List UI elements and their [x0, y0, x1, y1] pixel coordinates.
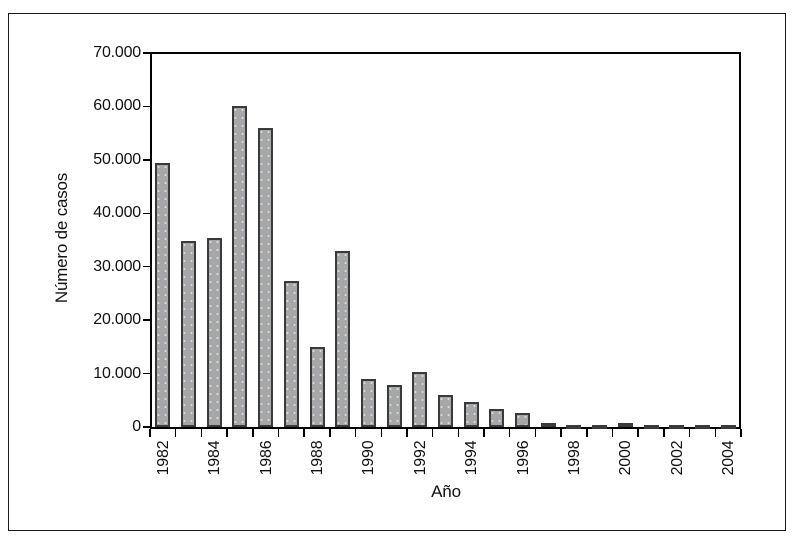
- x-tick-label: 1996: [514, 440, 532, 476]
- bar: [463, 401, 479, 427]
- bar: [335, 250, 351, 427]
- bar: [617, 423, 633, 428]
- x-tick: [611, 429, 614, 437]
- bar: [412, 371, 428, 427]
- x-tick-label: 1988: [309, 440, 327, 476]
- x-tick: [586, 429, 588, 437]
- y-tick-label: 60.000: [93, 97, 141, 115]
- x-tick-label: 1992: [411, 440, 429, 476]
- x-tick: [457, 429, 460, 437]
- x-tick: [329, 429, 331, 437]
- bar: [155, 162, 171, 427]
- x-tick-label: 1998: [565, 440, 583, 476]
- y-tick: [143, 319, 150, 321]
- figure-border: [8, 13, 786, 531]
- y-tick-label: 0: [132, 418, 141, 435]
- x-tick-label: 1984: [206, 440, 224, 476]
- x-tick: [406, 429, 408, 437]
- bar: [643, 424, 659, 429]
- x-tick: [534, 429, 537, 437]
- bar: [386, 384, 402, 427]
- bar: [360, 379, 376, 427]
- bar: [181, 241, 197, 427]
- x-tick: [252, 429, 254, 437]
- y-tick: [143, 426, 150, 428]
- x-tick: [354, 429, 357, 437]
- plot-frame: [150, 52, 741, 429]
- x-axis-title: Año: [431, 482, 461, 501]
- x-tick: [714, 429, 717, 437]
- y-tick-label: 40.000: [93, 204, 141, 222]
- x-tick-label: 1994: [463, 440, 481, 476]
- x-tick: [226, 429, 228, 437]
- x-tick: [303, 429, 305, 437]
- y-tick-label: 10.000: [93, 364, 141, 382]
- x-tick: [174, 429, 177, 437]
- bar: [720, 424, 736, 429]
- y-tick: [143, 212, 150, 215]
- x-tick: [560, 429, 562, 437]
- bar: [592, 424, 608, 429]
- x-tick-label: 2002: [668, 440, 686, 476]
- bar: [566, 424, 582, 429]
- x-tick: [740, 429, 742, 437]
- x-tick: [149, 429, 151, 437]
- bar: [283, 281, 299, 427]
- bar: [694, 424, 710, 429]
- y-axis-title: Número de casos: [52, 172, 71, 304]
- x-tick-label: 1990: [360, 440, 378, 476]
- x-tick-label: 1986: [257, 440, 275, 476]
- x-tick: [483, 429, 485, 437]
- bar: [206, 238, 222, 427]
- x-tick-label: 2004: [720, 440, 738, 476]
- y-tick: [143, 52, 150, 54]
- x-tick: [200, 429, 203, 437]
- x-tick-label: 1982: [154, 440, 172, 476]
- bar: [540, 423, 556, 428]
- bar: [515, 412, 531, 427]
- x-tick-label: 2000: [617, 440, 635, 476]
- y-tick: [143, 372, 150, 375]
- bar: [232, 106, 248, 427]
- x-tick: [380, 429, 382, 437]
- x-tick: [688, 429, 691, 437]
- y-tick-label: 30.000: [93, 257, 141, 275]
- x-tick: [637, 429, 639, 437]
- y-tick-label: 20.000: [93, 311, 141, 329]
- bar: [258, 127, 274, 427]
- bar: [309, 346, 325, 427]
- x-tick: [277, 429, 280, 437]
- x-tick: [431, 429, 434, 437]
- y-tick: [143, 105, 150, 108]
- x-tick: [508, 429, 511, 437]
- y-tick-label: 70.000: [93, 44, 141, 61]
- bar: [438, 394, 453, 427]
- bar: [489, 409, 505, 427]
- x-tick: [663, 429, 665, 437]
- y-tick: [143, 159, 150, 161]
- y-tick-label: 50.000: [93, 150, 141, 168]
- y-tick: [143, 265, 150, 268]
- bar: [669, 424, 685, 429]
